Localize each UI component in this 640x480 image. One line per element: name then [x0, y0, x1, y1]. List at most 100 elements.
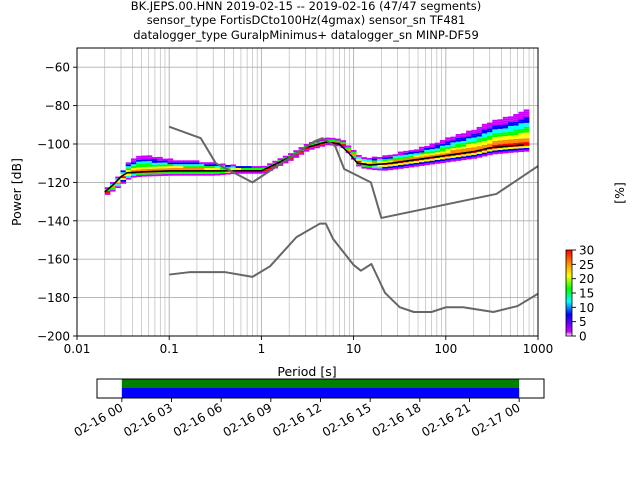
ppsd-cell [439, 145, 446, 148]
ppsd-cell [513, 129, 519, 132]
ppsd-cell [172, 171, 179, 174]
ppsd-cell [104, 187, 111, 190]
ppsd-cell [450, 140, 457, 143]
ppsd-cell [377, 160, 383, 163]
x-axis-label: Period [s] [277, 364, 336, 379]
y-tick-label: −200 [37, 330, 70, 344]
ppsd-cell [267, 163, 273, 166]
ppsd-cell [518, 121, 525, 124]
ppsd-cell [460, 156, 467, 159]
ppsd-cell [497, 148, 504, 150]
ppsd-cell [157, 174, 163, 177]
ppsd-cell [445, 145, 451, 147]
ppsd-cell [199, 166, 205, 168]
ppsd-cell [492, 142, 498, 145]
ppsd-cell [125, 164, 132, 167]
ppsd-cell [167, 160, 174, 163]
ppsd-cell [508, 116, 514, 119]
ppsd-cell [455, 155, 462, 158]
ppsd-cell [303, 144, 310, 146]
ppsd-cell [120, 179, 127, 182]
ppsd-cell [460, 146, 467, 149]
ppsd-cell [424, 155, 430, 158]
ppsd-cell [199, 171, 205, 174]
ppsd-cell [523, 145, 530, 148]
ppsd-cell [455, 151, 462, 154]
ppsd-cell [466, 153, 472, 156]
ppsd-cell [518, 142, 525, 145]
ppsd-cell [487, 128, 493, 131]
ppsd-cell [508, 131, 514, 134]
ppsd-cell [225, 166, 231, 169]
ppsd-cell [361, 164, 368, 167]
ppsd-cell [471, 141, 477, 144]
ppsd-cell [115, 180, 121, 183]
timeline-tick-label: 02-17 00 [469, 400, 523, 439]
ppsd-cell [439, 140, 446, 142]
ppsd-cell [513, 137, 519, 139]
ppsd-cell [141, 155, 148, 158]
ppsd-cell [481, 141, 488, 144]
ppsd-cell [151, 158, 158, 161]
ppsd-cell [523, 124, 530, 127]
ppsd-cell [293, 150, 299, 153]
ppsd-cell [193, 160, 200, 163]
ppsd-cell [377, 158, 383, 161]
ppsd-cell [492, 133, 498, 136]
ppsd-cell [497, 151, 504, 154]
ppsd-cell [518, 150, 525, 153]
ppsd-cell [371, 168, 378, 171]
ppsd-cell [193, 173, 200, 176]
timeline-tick-label: 02-16 21 [419, 400, 473, 439]
ppsd-cell [209, 166, 216, 168]
ppsd-cell [450, 152, 457, 154]
ppsd-cell [460, 140, 467, 143]
ppsd-cell [481, 144, 488, 147]
y-tick-label: −140 [37, 214, 70, 228]
ppsd-cell [136, 175, 142, 177]
ppsd-cell [481, 143, 488, 145]
ppsd-cell [445, 141, 451, 144]
ppsd-cell [204, 166, 210, 168]
ppsd-cell [418, 154, 425, 157]
ppsd-cell [398, 157, 404, 160]
ppsd-cell [104, 192, 111, 195]
ppsd-cell [392, 163, 399, 166]
ppsd-cell [256, 171, 263, 174]
ppsd-cell [481, 154, 488, 157]
ppsd-cell [371, 160, 378, 163]
ppsd-cell [523, 111, 530, 114]
ppsd-cell [508, 122, 514, 125]
ppsd-cell [434, 152, 441, 155]
ppsd-cell [513, 114, 519, 116]
ppsd-cell [157, 168, 163, 171]
ppsd-cell [471, 149, 477, 152]
ppsd-cell [434, 158, 441, 160]
ppsd-cell [523, 140, 530, 143]
ppsd-cell [282, 161, 289, 164]
ppsd-cell [523, 120, 530, 123]
ppsd-cell [418, 148, 425, 151]
ppsd-cell [471, 137, 477, 140]
ppsd-cell [466, 157, 472, 160]
ppsd-cell [508, 139, 514, 142]
ppsd-cell [523, 138, 530, 141]
ppsd-cell [460, 133, 467, 136]
ppsd-cell [518, 146, 525, 149]
ppsd-cell [445, 143, 451, 146]
ppsd-cell [418, 152, 425, 155]
ppsd-cell [502, 136, 509, 138]
ppsd-cell [387, 164, 394, 167]
ppsd-cell [403, 158, 409, 161]
ppsd-cell [518, 138, 525, 141]
ppsd-cell [429, 143, 436, 146]
ppsd-cell [115, 182, 121, 185]
ppsd-cell [167, 166, 174, 169]
ppsd-cell [141, 161, 148, 164]
ppsd-cell [497, 136, 504, 139]
ppsd-cell [361, 159, 368, 161]
ppsd-cell [230, 166, 237, 169]
ppsd-cell [120, 176, 127, 179]
ppsd-cell [476, 128, 483, 131]
